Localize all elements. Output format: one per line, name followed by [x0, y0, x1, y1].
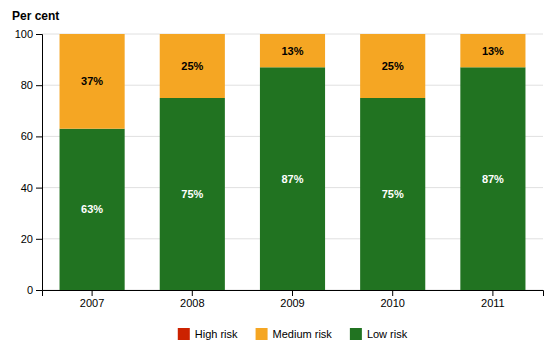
x-tick-label: 2009	[280, 297, 304, 309]
data-label: 75%	[181, 188, 203, 200]
y-tick: 40	[21, 182, 42, 194]
x-tick: 2010	[380, 290, 404, 309]
x-tick: 2009	[280, 290, 304, 309]
bar-segment	[60, 34, 125, 35]
x-tick-mark	[92, 290, 93, 296]
y-tick-label: 60	[21, 130, 33, 142]
data-label: 87%	[482, 173, 504, 185]
y-tick: 100	[15, 28, 42, 40]
bars	[60, 34, 526, 290]
x-tick-mark	[392, 290, 393, 296]
legend-item: High risk	[178, 328, 238, 340]
x-tick-label: 2011	[481, 297, 505, 309]
y-tick-label: 100	[15, 28, 33, 40]
bar-segment	[360, 34, 425, 98]
data-label: 63%	[81, 203, 103, 215]
x-axis: 2007 2008 2009 2010 2011	[43, 290, 544, 309]
y-axis-title: Per cent	[12, 9, 59, 23]
x-tick-label: 2010	[380, 297, 404, 309]
bar-segment	[260, 34, 325, 67]
legend-swatch	[350, 328, 362, 340]
y-tick: 60	[21, 130, 42, 142]
bar-segment	[160, 34, 225, 35]
data-label: 13%	[482, 45, 504, 57]
legend-swatch	[256, 328, 268, 340]
bar-segment	[260, 67, 325, 290]
legend-label: Low risk	[367, 328, 408, 340]
data-label: 37%	[81, 75, 103, 87]
x-tick: 2011	[481, 290, 505, 309]
y-tick: 80	[21, 79, 42, 91]
data-label: 75%	[382, 188, 404, 200]
y-tick-mark	[36, 136, 42, 137]
y-tick: 20	[21, 233, 42, 245]
y-tick-label: 40	[21, 182, 33, 194]
x-tick: 2007	[80, 290, 104, 309]
y-tick-mark	[36, 188, 42, 189]
legend-swatch	[178, 328, 190, 340]
legend-item: Low risk	[350, 328, 408, 340]
y-tick: 0	[27, 284, 42, 296]
plot: 0 20 40 60 80 100 2007 2008 2009 2010 2011 63% 75% 87…	[15, 28, 544, 309]
data-label: 25%	[181, 60, 203, 72]
y-tick-label: 80	[21, 79, 33, 91]
x-tick-label: 2007	[80, 297, 104, 309]
y-tick-mark	[36, 34, 42, 35]
data-label: 25%	[382, 60, 404, 72]
bar-segment	[360, 34, 425, 35]
y-tick-mark	[36, 239, 42, 240]
bar-segment	[460, 34, 525, 67]
bar-segment	[160, 34, 225, 98]
x-tick-label: 2008	[180, 297, 204, 309]
legend: High risk Medium risk Low risk	[178, 328, 408, 340]
data-label: 13%	[281, 45, 303, 57]
legend-item: Medium risk	[256, 328, 333, 340]
bar-segment	[360, 98, 425, 290]
data-labels: 63% 75% 87% 75% 87% 37% 25% 13% 25% 13%	[81, 45, 504, 216]
x-tick-mark	[192, 290, 193, 296]
bar-segment	[60, 129, 125, 290]
y-axis-line	[36, 35, 43, 291]
legend-label: Medium risk	[273, 328, 333, 340]
y-tick-mark	[36, 290, 42, 291]
x-tick-mark	[292, 290, 293, 296]
chart: 0 20 40 60 80 100 2007 2008 2009 2010 2011 63% 75% 87…	[0, 0, 559, 352]
bar-segment	[260, 34, 325, 35]
data-label: 87%	[281, 173, 303, 185]
bar-segment	[460, 67, 525, 290]
y-tick-label: 20	[21, 233, 33, 245]
legend-label: High risk	[195, 328, 238, 340]
bar-segment	[160, 98, 225, 290]
x-tick: 2008	[180, 290, 204, 309]
x-tick-mark	[492, 290, 493, 296]
y-axis: 0 20 40 60 80 100	[15, 28, 43, 296]
y-tick-label: 0	[27, 284, 33, 296]
y-tick-mark	[36, 85, 42, 86]
bar-segment	[60, 34, 125, 129]
bar-segment	[460, 34, 525, 35]
grid	[42, 34, 543, 290]
x-axis-line	[43, 291, 544, 297]
